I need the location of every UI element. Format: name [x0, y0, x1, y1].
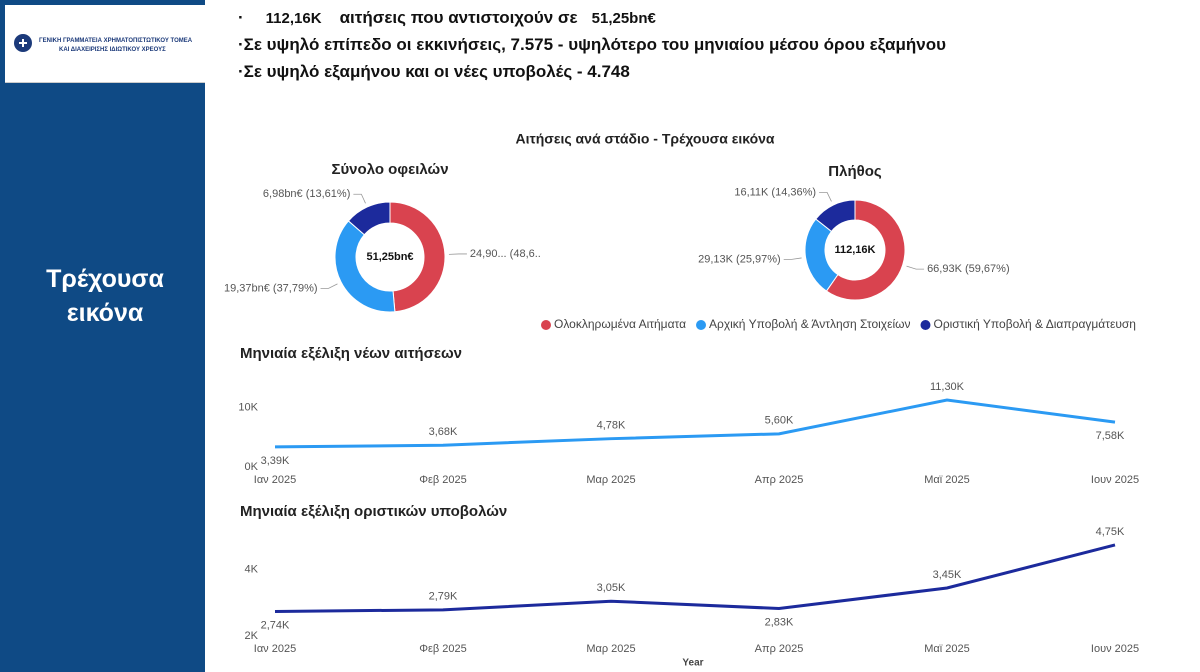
- x-tick-label: Μαϊ 2025: [924, 474, 970, 486]
- legend-label: Ολοκληρωμένα Αιτήματα: [554, 317, 686, 331]
- x-tick-label: Απρ 2025: [755, 474, 804, 486]
- legend-label: Οριστική Υποβολή & Διαπραγμάτευση: [933, 317, 1136, 331]
- data-label: 11,30K: [930, 381, 965, 393]
- leader-line: [906, 265, 925, 270]
- legend-label: Αρχική Υποβολή & Άντληση Στοιχείων: [709, 317, 910, 331]
- leader-line: [783, 257, 802, 260]
- header-value: 112,16K: [265, 10, 322, 27]
- section-title: Τρέχουσα εικόνα: [46, 265, 164, 327]
- logo-text: ΚΑΙ ΔΙΑΧΕΙΡΙΣΗΣ ΙΔΙΩΤΙΚΟΥ ΧΡΕΟΥΣ: [59, 47, 166, 53]
- header-text: Σε υψηλό επίπεδο οι εκκινήσεις, 7.575 - …: [243, 35, 946, 54]
- donut-title: Πλήθος: [828, 163, 882, 180]
- y-tick-label: 4K: [245, 564, 259, 576]
- sidebar: ΓΕΝΙΚΗ ΓΡΑΜΜΑΤΕΙΑ ΧΡΗΜΑΤΟΠΙΣΤΩΤΙΚΟΥ ΤΟΜΕ…: [0, 0, 205, 672]
- line: [274, 543, 1116, 613]
- legend-marker: [920, 320, 931, 330]
- header-line: ·Σε υψηλό επίπεδο οι εκκινήσεις, 7.575 -…: [238, 35, 946, 54]
- header-value: 51,25bn€: [591, 10, 656, 27]
- x-tick-label: Μαρ 2025: [586, 474, 635, 486]
- donut-segment: [334, 220, 396, 313]
- data-label: 24,90... (48,6..: [470, 248, 541, 260]
- data-label: 19,37bn€ (37,79%): [224, 282, 318, 294]
- x-tick-label: Ιουν 2025: [1091, 643, 1139, 655]
- line: [274, 398, 1116, 449]
- x-tick-label: Ιαν 2025: [254, 643, 296, 655]
- data-label: 2,79K: [429, 591, 458, 603]
- header-text: αιτήσεις που αντιστοιχούν σε: [339, 8, 578, 27]
- chart-title: Μηνιαία εξέλιξη νέων αιτήσεων: [240, 345, 462, 362]
- data-label: 4,78K: [597, 420, 626, 432]
- x-tick-label: Ιουν 2025: [1091, 474, 1139, 486]
- leader-line: [353, 193, 366, 204]
- data-label: 3,39K: [261, 455, 290, 467]
- data-label: 4,75K: [1096, 526, 1125, 538]
- donut-segment: [347, 201, 391, 236]
- x-axis-label: Year: [682, 658, 703, 669]
- x-tick-label: Φεβ 2025: [419, 643, 467, 655]
- donut-segment: [825, 199, 906, 301]
- y-tick-label: 2K: [245, 630, 259, 642]
- logo-text: ΓΕΝΙΚΗ ΓΡΑΜΜΑΤΕΙΑ ΧΡΗΜΑΤΟΠΙΣΤΩΤΙΚΟΥ ΤΟΜΕ…: [39, 38, 193, 44]
- legend-marker: [696, 320, 707, 330]
- donut-segment: [389, 201, 446, 313]
- data-label: 2,83K: [765, 616, 794, 628]
- data-label: 3,05K: [597, 582, 626, 594]
- data-label: 3,45K: [933, 569, 962, 581]
- header-line: · 112,16K αιτήσεις που αντιστοιχούν σε 51,2…: [238, 8, 656, 27]
- data-label: 2,74K: [261, 619, 290, 631]
- data-label: 5,60K: [765, 415, 794, 427]
- center-label: 112,16K: [835, 244, 876, 256]
- emblem: [14, 34, 32, 52]
- chart-title: Μηνιαία εξέλιξη οριστικών υποβολών: [240, 503, 507, 520]
- y-tick-label: 0K: [245, 461, 259, 473]
- header-text: Σε υψηλό εξαμήνου και οι νέες υποβολές -…: [243, 62, 630, 81]
- data-label: 29,13K (25,97%): [698, 253, 781, 265]
- x-tick-label: Φεβ 2025: [419, 474, 467, 486]
- legend-marker: [541, 320, 551, 330]
- donut-segment: [815, 199, 856, 233]
- y-tick-label: 10K: [238, 402, 258, 414]
- center-label: 51,25bn€: [366, 251, 413, 263]
- data-label: 3,68K: [429, 426, 458, 438]
- x-tick-label: Ιαν 2025: [254, 474, 296, 486]
- leader-line: [320, 283, 338, 289]
- logo: ΓΕΝΙΚΗ ΓΡΑΜΜΑΤΕΙΑ ΧΡΗΜΑΤΟΠΙΣΤΩΤΙΚΟΥ ΤΟΜΕ…: [5, 5, 205, 83]
- x-tick-label: Μαϊ 2025: [924, 643, 970, 655]
- data-label: 66,93K (59,67%): [927, 263, 1010, 275]
- x-tick-label: Απρ 2025: [755, 643, 804, 655]
- x-tick-label: Μαρ 2025: [586, 643, 635, 655]
- data-label: 7,58K: [1096, 430, 1125, 442]
- data-label: 6,98bn€ (13,61%): [263, 188, 350, 200]
- group-title: Αιτήσεις ανά στάδιο - Τρέχουσα εικόνα: [515, 131, 774, 147]
- data-label: 16,11K (14,36%): [734, 186, 816, 198]
- leader-line: [819, 192, 832, 202]
- donut-title: Σύνολο οφειλών: [331, 161, 448, 178]
- header-line: ·Σε υψηλό εξαμήνου και οι νέες υποβολές …: [238, 62, 630, 81]
